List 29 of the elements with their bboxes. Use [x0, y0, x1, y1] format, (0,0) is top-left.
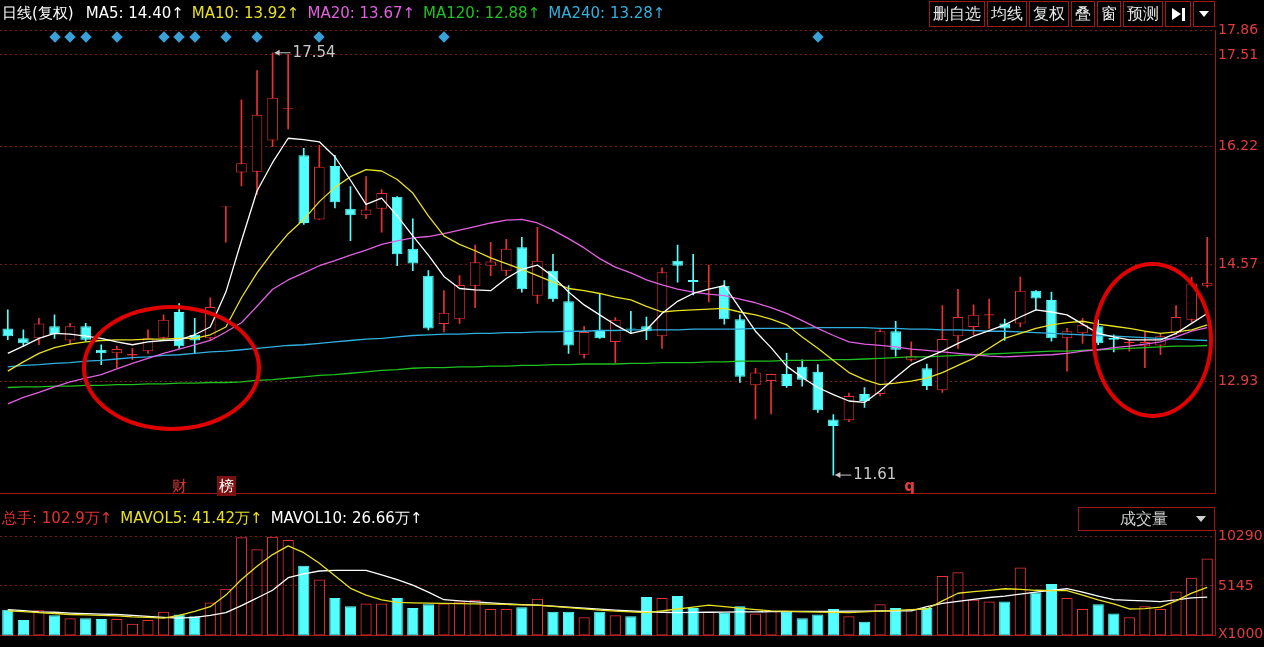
annotation: 财	[171, 476, 189, 496]
text: MA20: 13.67↑	[307, 4, 416, 22]
y-tick-label: 5145	[1218, 576, 1254, 593]
y-tick-label: 17.51	[1218, 45, 1259, 62]
y-tick-label: 10290	[1218, 527, 1263, 544]
annotation: q	[903, 476, 916, 496]
text: 叠	[1071, 1, 1095, 27]
text: 预测	[1123, 1, 1163, 27]
y-tick-label: 12.93	[1218, 371, 1259, 388]
text: MA120: 12.88↑	[423, 4, 541, 22]
y-tick-label: 16.22	[1218, 137, 1259, 154]
chart-title: 日线(复权)	[2, 4, 74, 22]
text: X1000	[1218, 625, 1264, 641]
annotation: 11.61	[853, 464, 897, 483]
annotation: 17.54	[292, 42, 336, 61]
text: MAVOL10: 26.66万↑	[270, 509, 423, 527]
text: MA240: 13.28↑	[548, 4, 666, 22]
text: 复权	[1029, 1, 1069, 27]
series-label: MAVOL5: 41.42万↑	[120, 509, 263, 527]
text: 均线	[987, 1, 1027, 27]
annotation: 榜	[216, 476, 236, 496]
text: 总手: 102.9万↑	[2, 509, 113, 527]
text: 窗	[1097, 1, 1121, 27]
text: MA5: 14.40↑	[85, 4, 184, 22]
text: MA10: 13.92↑	[191, 4, 300, 22]
y-tick-label: 17.86	[1218, 20, 1259, 37]
y-tick-label: 14.57	[1218, 254, 1259, 271]
text: 删自选	[929, 1, 985, 27]
chart-title: 成交量	[1120, 508, 1168, 530]
